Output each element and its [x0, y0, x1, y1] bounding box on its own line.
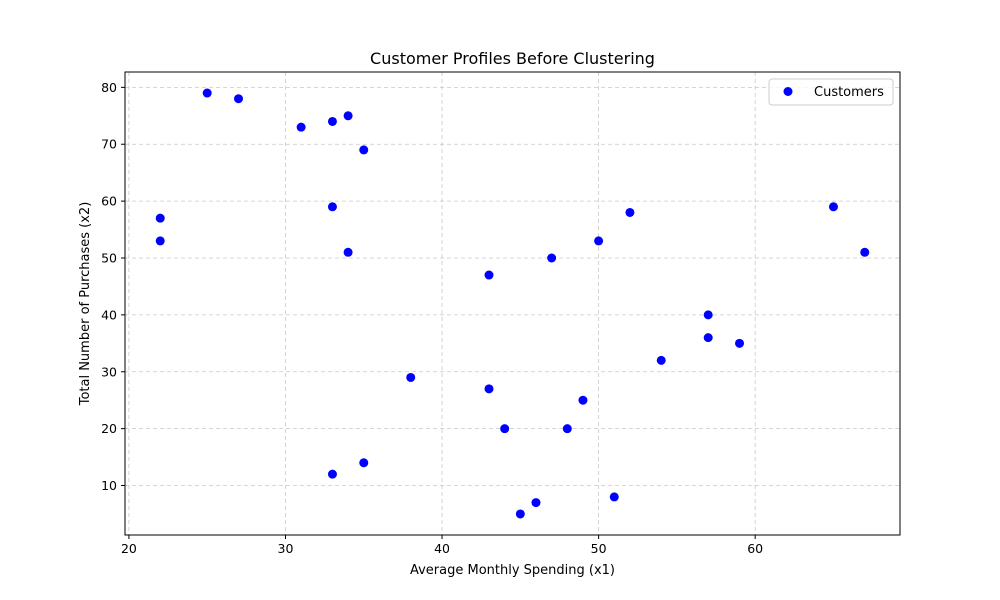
data-point — [625, 207, 635, 217]
data-point — [703, 310, 713, 320]
y-tick-label: 70 — [101, 137, 117, 152]
y-tick-label: 30 — [101, 364, 117, 379]
y-tick-label: 50 — [101, 250, 117, 265]
data-point — [703, 333, 713, 343]
data-point — [327, 116, 337, 126]
data-point — [327, 469, 337, 479]
data-point — [296, 122, 306, 132]
y-axis-title: Total Number of Purchases (x2) — [78, 202, 93, 407]
data-point — [578, 395, 588, 405]
data-point — [531, 498, 541, 508]
y-tick-label: 10 — [101, 478, 117, 493]
data-point — [343, 247, 353, 257]
legend-marker — [783, 87, 793, 96]
data-point — [828, 202, 838, 212]
data-point — [202, 88, 212, 98]
data-point — [656, 355, 666, 365]
data-point — [234, 94, 244, 104]
legend-label: Customers — [814, 85, 884, 100]
data-points — [155, 88, 870, 519]
data-point — [406, 372, 416, 382]
axis-ticks: 20 30 40 50 60 10 20 30 40 50 60 70 80 — [101, 80, 763, 556]
grid — [125, 72, 900, 535]
data-point — [155, 236, 165, 246]
x-axis-title: Average Monthly Spending (x1) — [410, 563, 615, 578]
x-tick-label: 20 — [121, 541, 137, 556]
data-point — [155, 213, 165, 223]
data-point — [327, 202, 337, 212]
y-tick-label: 80 — [101, 80, 117, 95]
y-tick-label: 20 — [101, 421, 117, 436]
x-tick-label: 30 — [278, 541, 294, 556]
data-point — [359, 458, 369, 468]
data-point — [515, 509, 525, 519]
data-point — [594, 236, 604, 246]
data-point — [735, 338, 745, 348]
data-point — [562, 424, 572, 434]
data-point — [609, 492, 619, 502]
data-point — [343, 111, 353, 121]
legend-box — [768, 78, 894, 106]
legend: Customers — [768, 78, 894, 106]
data-point — [484, 270, 494, 280]
data-point — [547, 253, 557, 263]
data-point — [860, 247, 870, 257]
data-point — [484, 384, 494, 394]
data-point — [500, 424, 510, 434]
x-tick-label: 50 — [591, 541, 607, 556]
chart-title: Customer Profiles Before Clustering — [370, 49, 655, 68]
y-tick-label: 60 — [101, 194, 117, 209]
x-tick-label: 60 — [747, 541, 763, 556]
plot-frame — [124, 71, 901, 536]
y-tick-label: 40 — [101, 307, 117, 322]
data-point — [359, 145, 369, 155]
x-tick-label: 40 — [434, 541, 450, 556]
